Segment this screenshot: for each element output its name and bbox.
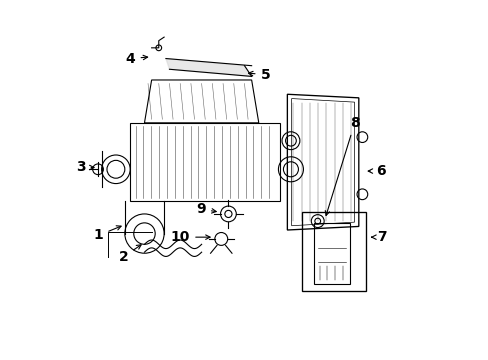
Text: 9: 9 (196, 202, 216, 216)
Text: 2: 2 (119, 245, 141, 264)
Text: 4: 4 (125, 51, 147, 66)
Text: 10: 10 (170, 230, 210, 244)
Text: 3: 3 (76, 161, 94, 175)
Text: 8: 8 (325, 116, 359, 215)
Polygon shape (165, 59, 251, 76)
Text: 1: 1 (94, 226, 121, 242)
Text: 6: 6 (367, 164, 385, 178)
Text: 7: 7 (371, 230, 386, 244)
Text: 5: 5 (248, 68, 270, 82)
